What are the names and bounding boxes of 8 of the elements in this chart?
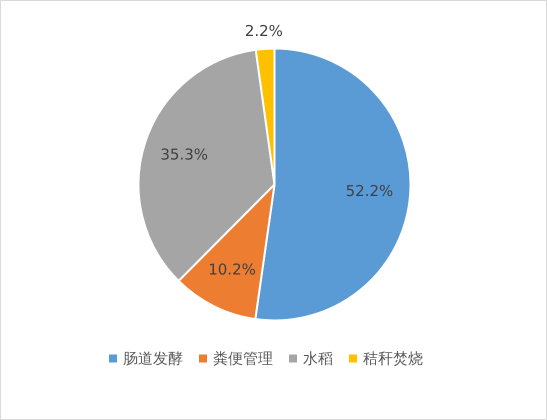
data-label: 10.2% <box>208 260 256 279</box>
data-label: 52.2% <box>346 182 394 200</box>
legend-label: 粪便管理 <box>213 350 273 368</box>
legend-label: 水稻 <box>303 350 333 368</box>
data-label: 35.3% <box>160 145 208 164</box>
data-label: 2.2% <box>244 22 283 40</box>
legend-label: 秸秆焚烧 <box>363 350 423 368</box>
legend-label: 肠道发酵 <box>123 350 183 368</box>
